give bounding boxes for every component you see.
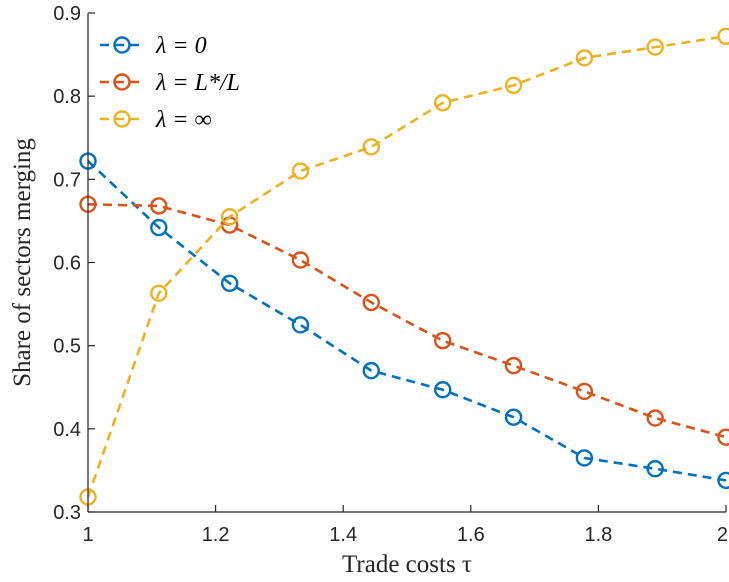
- x-tick-label: 1.6: [457, 524, 485, 546]
- series-3-point: [434, 94, 452, 112]
- series-2-point: [291, 251, 310, 269]
- legend-marker: [113, 73, 131, 91]
- legend-label: λ = 0: [155, 33, 207, 59]
- legend-marker: [113, 110, 131, 128]
- series-1-point: [291, 316, 310, 334]
- axes-layer: 0.3 0.4 0.5 0.6 0.7 0.8 0.9 1 1.2 1.4 1.6 1.8 2: [53, 3, 728, 546]
- series-1-point: [150, 218, 168, 237]
- series-1-point: [504, 408, 523, 426]
- legend-label: λ = ∞: [155, 107, 212, 133]
- series-3-point: [646, 38, 664, 56]
- series-3-point: [717, 27, 729, 45]
- series-1-point: [362, 361, 380, 380]
- x-tick-label: 1: [82, 524, 93, 546]
- y-tick-label: 0.3: [53, 502, 81, 524]
- series-1-point: [434, 381, 452, 399]
- series-2: [79, 195, 729, 446]
- legend-marker: [113, 36, 131, 54]
- series-1: [79, 152, 729, 490]
- series-2-point: [150, 197, 168, 215]
- series-1-point: [220, 274, 239, 292]
- x-tick-label: 2: [717, 524, 728, 546]
- series-1-point: [717, 471, 729, 490]
- series-layer: [79, 27, 729, 506]
- series-2-point: [434, 331, 452, 350]
- y-tick-label: 0.7: [53, 169, 81, 191]
- series-3-point: [291, 162, 310, 180]
- series-3-point: [220, 208, 239, 226]
- legend-label: λ = L*/L: [155, 70, 240, 96]
- y-tick-label: 0.5: [53, 336, 81, 358]
- y-axis-label: Share of sectors merging: [9, 138, 36, 387]
- series-3-point: [504, 76, 523, 95]
- x-tick-label: 1.8: [584, 524, 612, 546]
- series-1-line: [87, 160, 727, 482]
- y-tick-label: 0.6: [53, 253, 81, 275]
- series-3: [79, 27, 729, 506]
- series-3-point: [575, 49, 594, 67]
- series-2-point: [717, 428, 729, 446]
- series-3-point: [362, 138, 380, 156]
- x-axis-label: Trade costs τ: [342, 551, 472, 578]
- y-tick-label: 0.9: [53, 3, 81, 25]
- legend-entry-1: λ = 0: [100, 33, 207, 59]
- x-tick-label: 1.2: [202, 524, 230, 546]
- series-2-line: [87, 202, 727, 439]
- series-2-point: [646, 409, 664, 427]
- legend-entry-3: λ = ∞: [100, 107, 212, 133]
- series-2-point: [362, 293, 380, 312]
- y-tick-label: 0.8: [53, 86, 81, 108]
- legend-entry-2: λ = L*/L: [100, 70, 240, 96]
- series-1-point: [575, 449, 594, 467]
- series-3-line: [86, 35, 727, 498]
- series-3-point: [150, 284, 168, 302]
- series-2-point: [504, 356, 523, 375]
- legend: λ = 0 λ = L*/L λ = ∞: [100, 33, 240, 133]
- series-2-point: [575, 382, 594, 401]
- y-tick-label: 0.4: [53, 419, 81, 441]
- series-1-point: [646, 460, 664, 478]
- x-tick-label: 1.4: [329, 524, 357, 546]
